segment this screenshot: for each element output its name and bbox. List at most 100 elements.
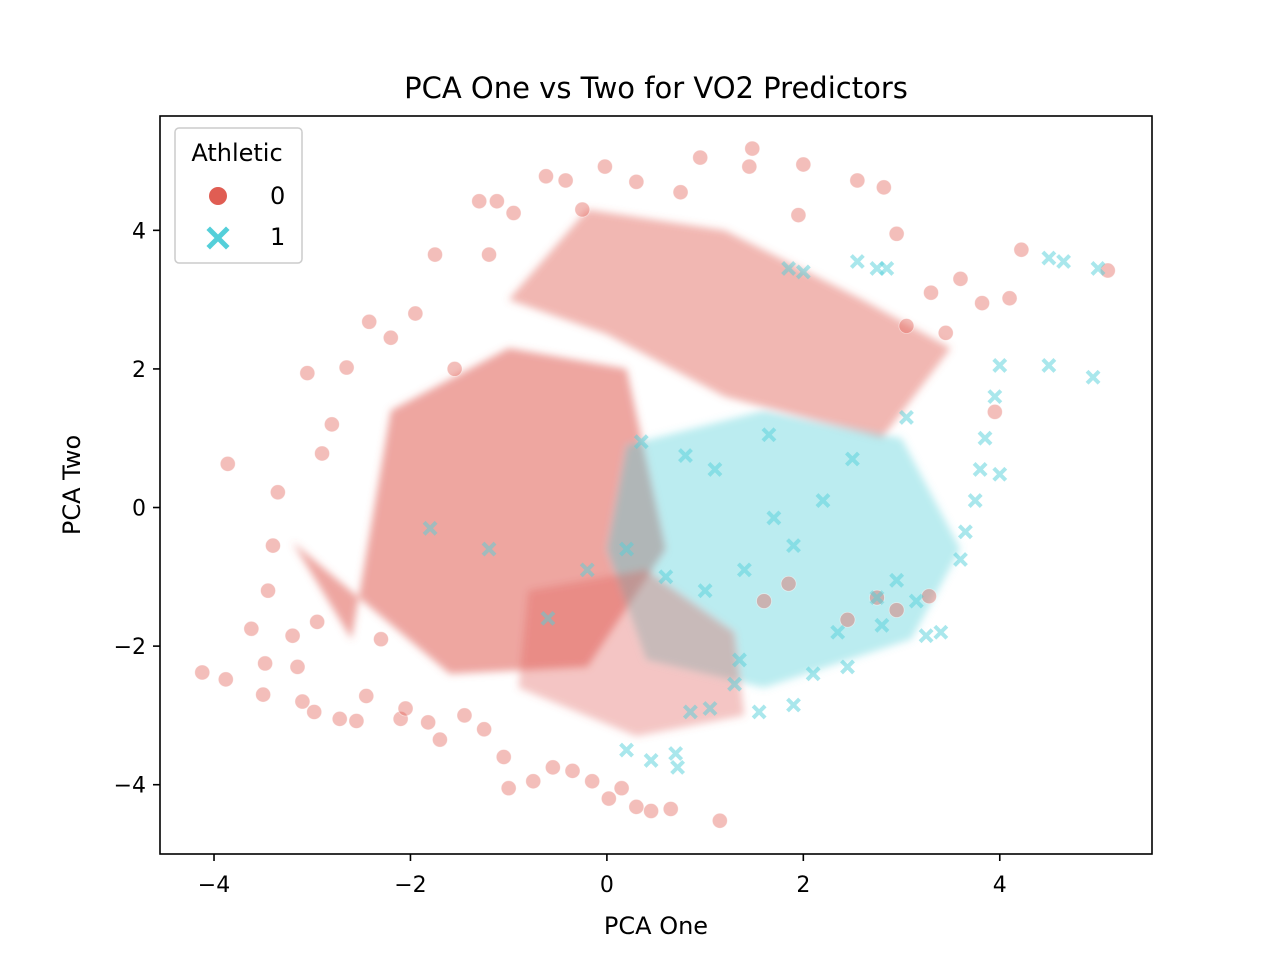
data-point-athletic-0 bbox=[643, 803, 659, 819]
data-point-athletic-0 bbox=[544, 759, 561, 776]
data-point-athletic-0 bbox=[284, 627, 301, 644]
data-point-athletic-0 bbox=[495, 749, 512, 765]
data-point-athletic-0 bbox=[331, 710, 348, 727]
data-point-athletic-0 bbox=[361, 313, 378, 330]
legend-title: Athletic bbox=[191, 139, 282, 167]
data-point-athletic-1 bbox=[633, 434, 649, 450]
data-point-athletic-1 bbox=[957, 524, 973, 540]
points-layer bbox=[194, 140, 1116, 829]
data-point-athletic-0 bbox=[888, 225, 905, 242]
legend-label-1: 1 bbox=[270, 223, 285, 251]
data-point-athletic-1 bbox=[849, 254, 865, 269]
legend-label-0: 0 bbox=[270, 182, 285, 210]
legend-box bbox=[174, 127, 303, 264]
data-point-athletic-1 bbox=[481, 541, 497, 557]
data-point-athletic-0 bbox=[471, 193, 488, 210]
data-point-athletic-1 bbox=[422, 520, 438, 536]
data-point-athletic-1 bbox=[670, 759, 686, 775]
data-point-athletic-1 bbox=[977, 430, 993, 446]
x-axis: −4 −2 0 2 4 bbox=[198, 854, 1007, 898]
data-point-athletic-0 bbox=[299, 365, 316, 381]
data-point-athletic-1 bbox=[761, 427, 777, 443]
data-point-athletic-0 bbox=[557, 172, 574, 189]
data-point-athletic-0 bbox=[269, 484, 286, 501]
data-point-athletic-0 bbox=[265, 537, 281, 554]
data-point-athletic-1 bbox=[874, 617, 890, 633]
legend: Athletic 0 1 bbox=[174, 127, 303, 264]
data-point-athletic-0 bbox=[564, 762, 581, 779]
data-point-athletic-1 bbox=[707, 461, 723, 477]
density-region bbox=[518, 569, 745, 737]
data-point-athletic-1 bbox=[1041, 250, 1057, 266]
data-point-athletic-0 bbox=[392, 710, 409, 727]
data-point-athletic-1 bbox=[1056, 254, 1072, 269]
data-point-athletic-0 bbox=[741, 158, 758, 175]
data-point-athletic-0 bbox=[427, 246, 443, 263]
y-tick-label: 2 bbox=[132, 358, 146, 383]
data-point-athletic-1 bbox=[933, 624, 949, 640]
data-point-athletic-1 bbox=[918, 628, 934, 644]
data-point-athletic-0 bbox=[505, 205, 522, 221]
data-point-athletic-1 bbox=[1090, 261, 1106, 276]
data-point-athletic-0 bbox=[338, 359, 355, 376]
data-point-athletic-0 bbox=[574, 201, 591, 218]
data-point-athletic-0 bbox=[628, 798, 645, 815]
data-point-athletic-1 bbox=[1085, 369, 1101, 385]
data-point-athletic-1 bbox=[908, 593, 924, 609]
data-point-athletic-0 bbox=[1001, 290, 1018, 307]
data-point-athletic-0 bbox=[1013, 241, 1030, 258]
data-point-athletic-0 bbox=[194, 664, 211, 681]
data-point-athletic-1 bbox=[668, 746, 684, 761]
data-point-athletic-0 bbox=[795, 156, 812, 173]
data-point-athletic-0 bbox=[986, 403, 1003, 420]
legend-marker-0 bbox=[209, 187, 227, 205]
data-point-athletic-0 bbox=[525, 773, 542, 790]
data-point-athletic-0 bbox=[243, 620, 260, 637]
data-point-athletic-1 bbox=[845, 451, 860, 467]
data-point-athletic-1 bbox=[992, 466, 1008, 482]
data-point-athletic-1 bbox=[540, 610, 556, 626]
data-point-athletic-1 bbox=[795, 264, 811, 280]
data-point-athletic-1 bbox=[972, 461, 988, 477]
data-point-athletic-1 bbox=[732, 652, 747, 668]
data-point-athletic-0 bbox=[875, 179, 892, 196]
data-point-athletic-1 bbox=[879, 261, 895, 276]
data-point-athletic-0 bbox=[662, 801, 679, 817]
data-point-athletic-0 bbox=[711, 812, 728, 829]
density-layer bbox=[292, 209, 961, 737]
data-point-athletic-1 bbox=[678, 448, 693, 463]
x-tick-label: −2 bbox=[394, 873, 426, 898]
data-point-athletic-0 bbox=[420, 714, 437, 731]
x-tick-label: 2 bbox=[796, 873, 810, 898]
data-point-athletic-0 bbox=[538, 168, 554, 185]
data-point-athletic-0 bbox=[358, 688, 375, 704]
data-point-athletic-1 bbox=[1041, 358, 1057, 373]
data-point-athletic-0 bbox=[407, 305, 424, 322]
data-point-athletic-0 bbox=[952, 270, 969, 287]
data-point-athletic-0 bbox=[849, 172, 866, 189]
data-point-athletic-0 bbox=[255, 686, 272, 703]
data-point-athletic-0 bbox=[373, 631, 389, 648]
data-point-athletic-1 bbox=[781, 261, 797, 276]
data-point-athletic-1 bbox=[682, 704, 698, 720]
data-point-athletic-1 bbox=[643, 753, 659, 768]
data-point-athletic-0 bbox=[744, 140, 761, 157]
data-point-athletic-1 bbox=[840, 659, 855, 675]
data-point-athletic-0 bbox=[839, 611, 856, 628]
data-point-athletic-1 bbox=[869, 590, 885, 606]
data-point-athletic-0 bbox=[672, 184, 689, 201]
data-point-athletic-1 bbox=[786, 697, 801, 713]
data-point-athletic-1 bbox=[953, 552, 968, 567]
data-point-athletic-1 bbox=[727, 676, 742, 692]
data-point-athletic-1 bbox=[751, 704, 767, 720]
data-point-athletic-0 bbox=[780, 575, 797, 592]
data-point-athletic-1 bbox=[815, 493, 831, 509]
data-point-athletic-0 bbox=[382, 329, 399, 346]
data-point-athletic-0 bbox=[257, 655, 273, 672]
density-region bbox=[508, 209, 951, 439]
data-point-athletic-0 bbox=[488, 193, 505, 210]
data-point-athletic-1 bbox=[987, 389, 1003, 405]
data-point-athletic-0 bbox=[306, 704, 323, 720]
data-point-athletic-1 bbox=[992, 358, 1008, 373]
